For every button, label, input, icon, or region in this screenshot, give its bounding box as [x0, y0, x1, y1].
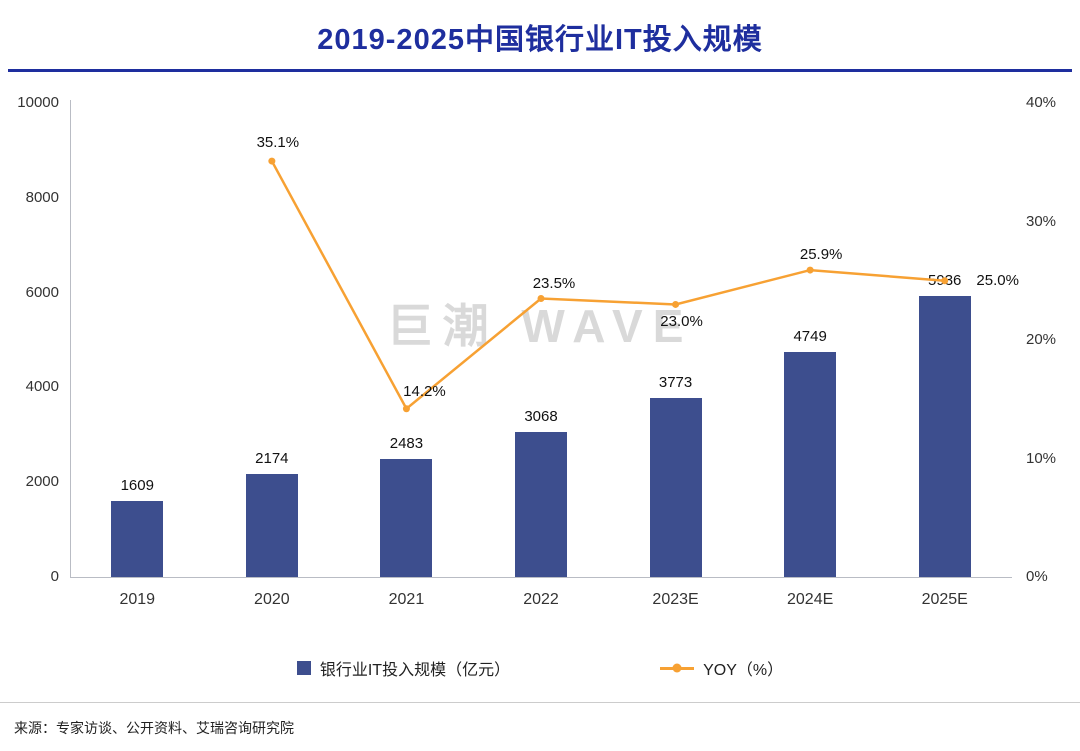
legend-item-bar: 银行业IT投入规模（亿元） — [296, 656, 511, 680]
yoy-value-label: 23.5% — [532, 274, 576, 292]
yoy-point — [806, 266, 814, 274]
source-note: 来源：专家访谈、公开资料、艾瑞咨询研究院 — [14, 720, 294, 736]
x-axis-label: 2019 — [119, 591, 156, 608]
bar-value-label: 3773 — [658, 374, 693, 392]
bar-value-label: 4749 — [793, 327, 827, 345]
yoy-value-label: 25.0% — [976, 271, 1019, 289]
bar-2022 — [515, 431, 567, 577]
footer-divider — [0, 702, 1080, 703]
legend: 银行业IT投入规模（亿元） YOY（%） — [0, 656, 1080, 680]
x-axis-label: 2025E — [921, 591, 968, 608]
y-axis-line — [70, 100, 71, 577]
bar-value-label: 1609 — [120, 476, 154, 494]
yoy-value-label: 23.0% — [660, 313, 703, 331]
y-axis-tick-right: 20% — [1026, 331, 1057, 348]
bar-value-label: 2483 — [389, 435, 424, 453]
yoy-point — [402, 405, 410, 413]
y-axis-tick-left: 8000 — [25, 188, 59, 206]
y-axis-tick-right: 30% — [1026, 212, 1057, 230]
bar-2025E — [918, 295, 971, 577]
x-axis-label: 2022 — [523, 591, 559, 608]
y-axis-tick-right: 0% — [1026, 568, 1048, 585]
bar-value-label: 2174 — [255, 449, 289, 467]
bar-2021 — [380, 459, 433, 577]
line-series-marker-icon — [660, 663, 695, 673]
y-axis-tick-left: 10000 — [17, 94, 59, 111]
yoy-line — [270, 160, 945, 411]
legend-item-line: YOY（%） — [660, 656, 783, 680]
yoy-point — [537, 295, 545, 303]
yoy-point — [268, 157, 276, 165]
y-axis-tick-right: 40% — [1026, 94, 1057, 111]
title-divider — [8, 69, 1072, 72]
bar-series-label: 银行业IT投入规模（亿元） — [319, 662, 511, 679]
y-axis-tick-left: 6000 — [25, 283, 59, 301]
line-series-label: YOY（%） — [703, 662, 784, 679]
y-axis-tick-left: 4000 — [25, 378, 59, 396]
yoy-value-label: 25.9% — [799, 246, 843, 264]
y-axis-tick-left: 2000 — [25, 473, 59, 491]
bar-2020 — [245, 473, 298, 577]
bar-2024E — [784, 351, 837, 577]
bar-2023E — [649, 398, 702, 577]
bar-value-label: 3068 — [524, 407, 558, 425]
x-axis-label: 2024E — [787, 591, 834, 608]
x-axis-label: 2020 — [254, 591, 290, 608]
x-axis-line — [70, 577, 1012, 578]
bar-series-swatch-icon — [296, 661, 311, 675]
page-title: 2019-2025中国银行业IT投入规模 — [317, 24, 763, 56]
yoy-point — [672, 300, 680, 308]
y-axis-tick-left: 0 — [50, 568, 59, 585]
x-axis-label: 2021 — [388, 591, 425, 608]
bar-2019 — [111, 500, 164, 577]
y-axis-tick-right: 10% — [1026, 449, 1057, 467]
yoy-value-label: 14.2% — [403, 382, 446, 400]
x-axis-label: 2023E — [652, 591, 699, 608]
yoy-value-label: 35.1% — [256, 134, 300, 152]
